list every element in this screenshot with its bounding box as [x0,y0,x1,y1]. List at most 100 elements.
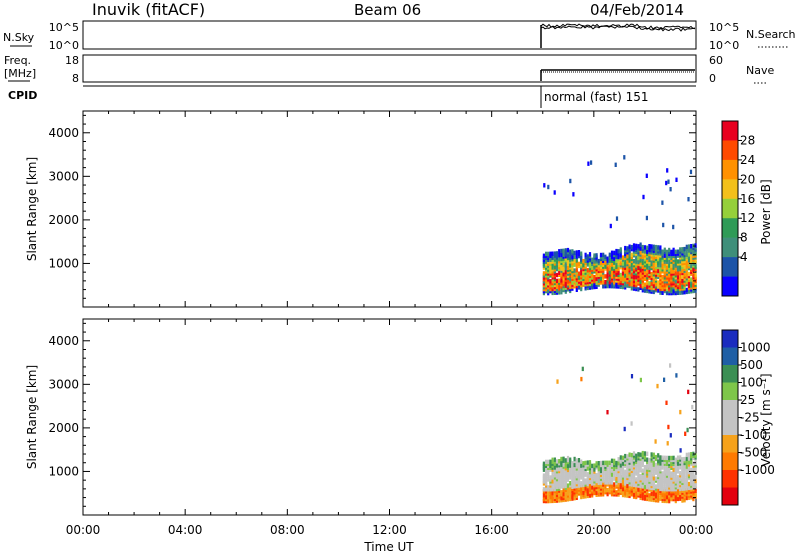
data-cell [650,271,653,277]
data-cell [692,249,695,254]
data-cell [553,251,556,256]
data-cell [654,462,658,468]
data-cell [694,474,697,480]
data-cell [687,244,691,249]
data-cell [674,469,677,474]
colorbar-segment [722,487,738,506]
power-y-axis-label: Slant Range [km] [25,157,39,261]
data-cell [657,488,660,493]
data-cell [683,472,686,477]
data-cell [652,472,655,477]
data-cell [685,252,688,257]
velocity-colorbar-label: Velocity [m s⁻¹] [759,373,773,466]
data-cell [547,498,550,504]
data-cell [681,478,684,484]
data-cell [575,458,578,463]
y-tick-label: 1000 [48,464,79,478]
data-cell [580,376,583,382]
nave-label: Nave [746,64,774,77]
data-cell [630,244,633,250]
data-cell [665,249,669,255]
data-cell [564,248,567,253]
data-cell [676,265,680,270]
data-cell [624,469,627,474]
data-cell [635,453,638,458]
data-cell [642,194,645,200]
colorbar-tick-label: -25 [740,411,760,425]
data-cell [621,467,625,472]
data-cell [654,476,658,481]
data-cell [690,277,693,282]
data-cell [659,473,662,478]
nsky-trace [540,23,696,48]
y-tick-label: 2000 [48,213,79,227]
nsky-line [540,23,696,30]
y-tick-label: 4000 [48,334,79,348]
data-cell [562,484,565,489]
data-cell [646,245,649,250]
data-cell [604,460,607,465]
data-cell [555,490,559,495]
data-cell [543,183,546,188]
data-cell [672,224,675,230]
data-cell [652,452,655,457]
data-cell [646,451,649,456]
data-cell [672,263,675,268]
data-cell [628,258,631,263]
x-tick-label: 00:00 [66,523,101,537]
data-cell [654,244,658,250]
data-cell [584,460,587,466]
data-cell [643,455,647,460]
data-cell [639,452,642,457]
data-cell [694,453,697,458]
data-cell [602,492,605,497]
data-cell [654,439,657,444]
data-cell [553,457,556,462]
data-cell [668,259,671,264]
data-cell [662,222,665,228]
data-cell [577,250,581,255]
data-cell [560,466,563,471]
colorbar-segment [722,400,738,418]
data-cell [580,271,583,276]
data-cell [619,247,622,252]
data-cell [685,472,688,477]
data-cell [650,491,653,496]
data-cell [624,245,627,251]
cpid-value: normal (fast) 151 [544,90,648,104]
data-cell [571,470,574,476]
data-cell [560,472,563,477]
data-cell [692,273,695,278]
data-cell [575,487,578,493]
data-cell [573,268,576,273]
data-cell [626,454,629,459]
data-cell [615,282,618,287]
data-cell [588,487,592,492]
data-cell [591,471,594,476]
power-panel: 4000 3000 2000 1000 Slant Range [km] [25,110,697,308]
data-cell [573,466,576,471]
data-cell [615,248,618,254]
data-cell [663,455,666,460]
freq-trace [540,69,695,81]
data-cell [555,459,559,464]
velocity-y-ticks: 4000 3000 2000 1000 [48,322,696,507]
data-cell [643,245,647,250]
data-cell [670,471,673,476]
data-cell [572,192,575,197]
data-cell [626,254,629,259]
data-cell [615,272,618,277]
data-cell [606,460,609,465]
data-cell [595,276,598,282]
data-cell [577,285,581,290]
data-cell [602,252,605,258]
data-cell [542,473,545,478]
data-cell [665,290,669,296]
velocity-cells [542,363,697,504]
velocity-x-ticks: 00:00 04:00 08:00 12:00 16:00 20:00 00:00 [66,319,713,537]
data-cell [643,484,647,489]
data-cell [566,455,570,461]
data-cell [635,477,638,482]
data-cell [630,480,633,485]
data-cell [656,383,659,389]
